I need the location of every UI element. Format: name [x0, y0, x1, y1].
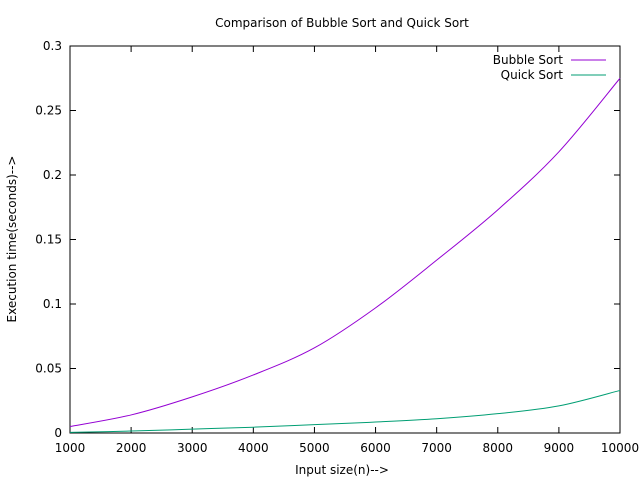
x-tick-label: 6000 [360, 441, 391, 455]
y-tick-label: 0.2 [43, 168, 62, 182]
y-tick-label: 0.15 [35, 233, 62, 247]
x-tick-label: 9000 [544, 441, 575, 455]
series-line-bubble-sort [69, 77, 621, 428]
plot-frame [69, 45, 621, 434]
x-tick-label: 1000 [55, 441, 86, 455]
legend-label-quick-sort: Quick Sort [501, 68, 564, 82]
plot-border [69, 45, 621, 434]
y-tick-label: 0.3 [43, 39, 62, 53]
x-tick-label: 7000 [421, 441, 452, 455]
y-tick-label: 0 [54, 426, 62, 440]
chart-title: Comparison of Bubble Sort and Quick Sort [215, 16, 469, 30]
series-lines [69, 77, 621, 433]
y-axis-label: Execution time(seconds)--> [5, 156, 19, 323]
y-axis-ticks: 0 0.05 0.1 0.15 0.2 0.25 0.3 [35, 39, 620, 440]
x-axis-ticks: 1000 2000 3000 4000 5000 6000 7000 8000 9000 1000… [55, 46, 639, 455]
legend-label-bubble-sort: Bubble Sort [493, 53, 563, 67]
y-tick-label: 0.1 [43, 297, 62, 311]
y-tick-label: 0.05 [35, 362, 62, 376]
x-tick-label: 8000 [483, 441, 514, 455]
x-tick-label: 3000 [177, 441, 208, 455]
x-axis-label: Input size(n)--> [295, 463, 389, 477]
x-tick-label: 4000 [238, 441, 269, 455]
y-tick-label: 0.25 [35, 104, 62, 118]
x-tick-label: 2000 [116, 441, 147, 455]
series-line-quick-sort [69, 389, 621, 433]
x-tick-label: 5000 [299, 441, 330, 455]
x-tick-label: 10000 [601, 441, 639, 455]
